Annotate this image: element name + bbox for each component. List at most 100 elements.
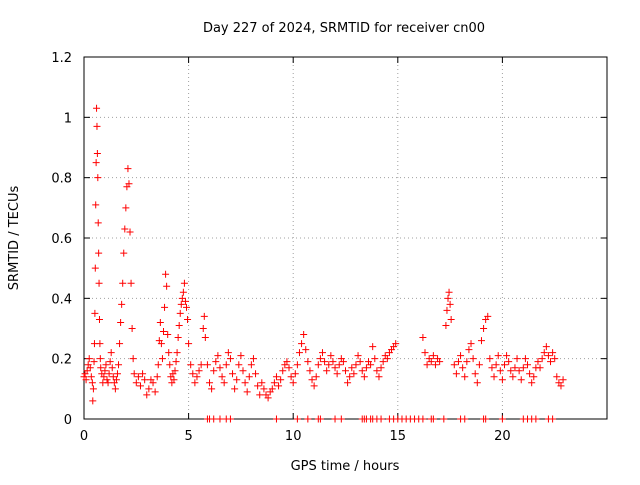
- data-point: [173, 349, 181, 357]
- data-point: [187, 361, 195, 369]
- data-point: [107, 349, 115, 357]
- data-point: [553, 373, 561, 381]
- data-point: [367, 361, 375, 369]
- data-point: [369, 343, 377, 351]
- data-point: [293, 361, 301, 369]
- data-point: [283, 358, 291, 366]
- y-tick-label: 0.6: [51, 232, 72, 247]
- data-point: [454, 358, 462, 366]
- data-point: [216, 415, 224, 423]
- data-point: [93, 122, 101, 130]
- data-point: [325, 361, 333, 369]
- data-point: [272, 373, 280, 381]
- data-point: [124, 165, 132, 173]
- data-point: [92, 159, 100, 167]
- data-point: [538, 355, 546, 363]
- data-point: [201, 334, 209, 342]
- data-point: [379, 358, 387, 366]
- y-tick-label: 1: [64, 111, 72, 126]
- data-point: [231, 385, 239, 393]
- data-point: [157, 340, 165, 348]
- data-point: [358, 367, 366, 375]
- data-point: [270, 379, 278, 387]
- data-point: [484, 312, 492, 320]
- data-point: [498, 376, 506, 384]
- data-point: [134, 373, 142, 381]
- data-point: [457, 352, 465, 360]
- data-point: [181, 297, 189, 305]
- data-point: [130, 370, 138, 378]
- data-point: [113, 370, 121, 378]
- data-point: [183, 303, 191, 311]
- data-point: [156, 318, 164, 326]
- data-point: [226, 415, 234, 423]
- data-point: [218, 373, 226, 381]
- data-point: [108, 364, 116, 372]
- data-point: [429, 352, 437, 360]
- data-point: [342, 367, 349, 375]
- data-point: [111, 385, 119, 393]
- data-point: [507, 367, 515, 375]
- data-point: [549, 349, 557, 357]
- data-point: [528, 379, 536, 387]
- data-point: [178, 294, 186, 302]
- data-point: [94, 174, 102, 182]
- data-point: [127, 279, 135, 287]
- data-point: [226, 355, 234, 363]
- data-point: [101, 367, 109, 375]
- data-point: [536, 364, 544, 372]
- data-point: [94, 219, 102, 227]
- data-point: [141, 376, 149, 384]
- data-point: [170, 376, 178, 384]
- data-point: [310, 382, 318, 390]
- data-point: [88, 379, 96, 387]
- data-point: [494, 352, 502, 360]
- data-point: [151, 388, 159, 396]
- data-point: [177, 300, 185, 308]
- data-point: [116, 340, 124, 348]
- y-tick-label: 1.2: [51, 51, 72, 66]
- data-point: [421, 349, 429, 357]
- data-point: [86, 364, 94, 372]
- data-point: [289, 379, 297, 387]
- data-point: [419, 415, 427, 423]
- data-point: [419, 334, 427, 342]
- data-point: [210, 367, 218, 375]
- data-point: [83, 367, 91, 375]
- data-point: [120, 249, 128, 257]
- data-point: [298, 340, 306, 348]
- data-point: [206, 379, 214, 387]
- data-point: [100, 373, 108, 381]
- data-point: [473, 379, 481, 387]
- y-tick-label: 0.2: [51, 353, 72, 368]
- data-point: [498, 415, 506, 423]
- data-point: [258, 379, 266, 387]
- y-tick-label: 0: [64, 413, 72, 428]
- data-point: [249, 355, 257, 363]
- x-tick-label: 5: [184, 429, 192, 444]
- data-point: [235, 361, 243, 369]
- data-point: [316, 355, 324, 363]
- data-point: [163, 282, 171, 290]
- data-point: [515, 367, 523, 375]
- data-point: [496, 367, 504, 375]
- data-point: [312, 373, 320, 381]
- data-point: [549, 415, 557, 423]
- data-point: [304, 358, 312, 366]
- data-point: [164, 331, 172, 339]
- data-point: [197, 361, 205, 369]
- data-point: [459, 364, 467, 372]
- data-point: [90, 358, 98, 366]
- data-point: [444, 294, 452, 302]
- data-point: [199, 325, 207, 332]
- data-point: [264, 394, 272, 402]
- data-point: [279, 367, 287, 375]
- data-point: [482, 415, 490, 423]
- data-point: [327, 352, 335, 360]
- data-point: [461, 373, 469, 381]
- data-point: [189, 370, 197, 378]
- data-point: [174, 334, 182, 342]
- data-point: [125, 180, 133, 188]
- y-axis-label: SRMTID / TECUs: [7, 186, 22, 291]
